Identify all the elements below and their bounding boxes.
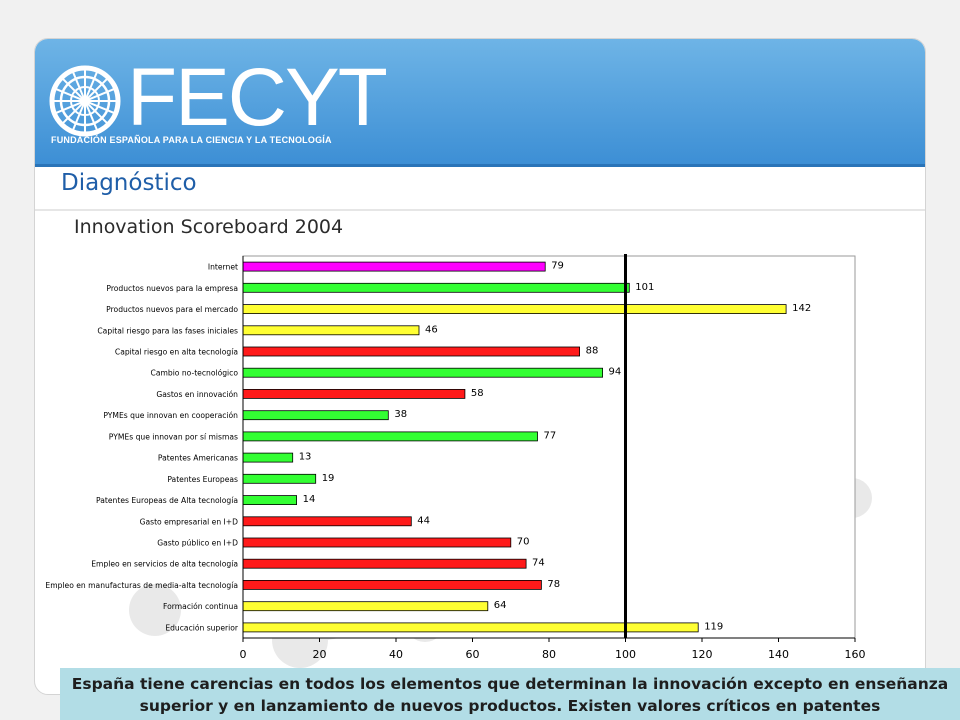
- bar: [242, 452, 294, 463]
- bar: [242, 495, 297, 506]
- category-label: Educación superior: [165, 623, 239, 632]
- x-tick-label: 40: [389, 648, 403, 661]
- x-tick-label: 120: [692, 648, 713, 661]
- category-label: Gastos en innovación: [156, 390, 238, 399]
- value-label: 64: [494, 600, 507, 611]
- bar: [242, 537, 512, 548]
- plot-area: [242, 255, 856, 639]
- bar: [242, 282, 630, 293]
- category-label: Gasto empresarial en I+D: [140, 517, 239, 526]
- category-label: Formación continua: [163, 602, 238, 611]
- logo-subtitle: FUNDACIÓN ESPAÑOLA PARA LA CIENCIA Y LA …: [51, 135, 332, 145]
- caption-text: España tiene carencias en todos los elem…: [71, 675, 949, 715]
- x-tick-label: 20: [313, 648, 327, 661]
- bar: [242, 367, 604, 378]
- category-label: PYMEs que innovan en cooperación: [103, 411, 238, 420]
- x-tick-label: 160: [845, 648, 866, 661]
- category-label: Gasto público en I+D: [157, 539, 238, 548]
- x-tick-label: 0: [240, 648, 247, 661]
- globe-emblem-icon: [49, 65, 121, 137]
- value-label: 94: [609, 367, 622, 378]
- logo-text: FECYT: [127, 52, 388, 143]
- bar: [242, 516, 412, 527]
- x-tick-label: 80: [542, 648, 556, 661]
- value-label: 38: [394, 409, 407, 420]
- x-tick-label: 60: [466, 648, 480, 661]
- value-label: 14: [303, 494, 316, 505]
- value-label: 44: [417, 515, 430, 526]
- chart-subtitle: Innovation Scoreboard 2004: [74, 216, 344, 238]
- category-label: Patentes Europeas de Alta tecnología: [96, 496, 238, 505]
- value-label: 70: [517, 537, 530, 548]
- bar: [242, 410, 389, 421]
- bar: [242, 473, 317, 484]
- category-label: Capital riesgo para las fases iniciales: [97, 326, 238, 335]
- value-label: 74: [532, 558, 545, 569]
- category-label: Patentes Americanas: [158, 454, 238, 463]
- value-label: 19: [322, 473, 335, 484]
- bar: [242, 325, 420, 336]
- category-label: Internet: [208, 263, 238, 272]
- category-label: Productos nuevos para la empresa: [106, 284, 238, 293]
- bar: [242, 622, 699, 633]
- value-label: 58: [471, 388, 484, 399]
- section-title: Diagnóstico: [61, 170, 197, 196]
- bar: [242, 304, 787, 315]
- x-tick-label: 140: [768, 648, 789, 661]
- value-label: 78: [547, 579, 560, 590]
- category-label: Empleo en servicios de alta tecnología: [91, 560, 238, 569]
- bar: [242, 601, 489, 612]
- bar: [242, 558, 527, 569]
- bar: [242, 388, 466, 399]
- category-label: Empleo en manufacturas de media-alta tec…: [45, 581, 238, 590]
- bar: [242, 580, 542, 590]
- value-label: 142: [792, 303, 811, 314]
- banner-underline: [35, 164, 925, 167]
- value-label: 77: [544, 430, 557, 441]
- category-label: Cambio no-tecnológico: [151, 369, 239, 378]
- caption-box: España tiene carencias en todos los elem…: [60, 668, 960, 720]
- bar: [242, 431, 538, 442]
- category-label: Patentes Europeas: [167, 475, 238, 484]
- value-label: 13: [299, 452, 312, 463]
- title-divider: [35, 209, 925, 211]
- category-label: Productos nuevos para el mercado: [106, 305, 238, 314]
- value-label: 46: [425, 324, 438, 335]
- category-label: PYMEs que innovan por sí mismas: [109, 432, 238, 441]
- value-label: 119: [704, 621, 723, 632]
- bar: [242, 261, 546, 272]
- value-label: 88: [586, 346, 599, 357]
- x-tick-label: 100: [615, 648, 636, 661]
- value-label: 101: [635, 282, 654, 293]
- value-label: 79: [551, 261, 564, 272]
- header-banner: FECYT FUNDACIÓN ESPAÑOLA PARA LA CIENCIA…: [35, 39, 925, 164]
- bar: [242, 346, 581, 357]
- category-label: Capital riesgo en alta tecnología: [115, 348, 238, 357]
